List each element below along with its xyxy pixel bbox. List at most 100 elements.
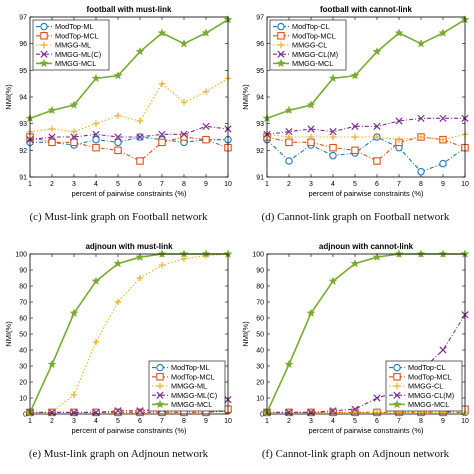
chart-0-legend: ModTop-MLModTop-MCLMMGG-MLMMGG-ML(C)MMGG… (32, 19, 110, 71)
chart-0-data-point (114, 112, 122, 119)
chart-2-series-line-2 (30, 253, 229, 413)
chart-panel-c: football with must-link 1 2 3 4 5 6 7 8 9 10 91 92 93… (0, 0, 237, 237)
chart-2-data-point (92, 338, 100, 346)
chart-1-y-tick-label: 94 (256, 95, 264, 102)
chart-2-y-tick-label: 20 (19, 380, 27, 387)
chart-0-data-point (114, 146, 122, 155)
chart-0-y-tick-label: 97 (19, 15, 27, 22)
caption-c-text: Must-link graph on Football network (44, 211, 208, 223)
chart-0-data-point (180, 130, 188, 138)
chart-2-title: adjnoun with must-link (85, 242, 173, 251)
chart-3-y-tick-label: 0 (260, 412, 264, 419)
chart-1-x-tick-label: 6 (375, 181, 379, 188)
caption-d-text: Cannot-link graph on Football network (277, 211, 450, 223)
chart-2-plot-frame (29, 253, 229, 415)
chart-1-data-point (439, 136, 447, 143)
chart-1-data-point (394, 28, 404, 37)
chart-0-legend-label: MMGG-ML (55, 41, 91, 50)
chart-0-data-point (114, 133, 122, 141)
chart-3-data-point (373, 394, 381, 402)
chart-0-data-point (70, 138, 78, 147)
caption-e-text: Must-link graph on Adjnoun network (43, 448, 209, 460)
chart-0-data-point (92, 130, 100, 138)
chart-1-data-point (439, 159, 447, 168)
chart-3-legend-label: MMGG-CL(M) (408, 391, 454, 400)
chart-3-legend: ModTop-CLModTop-MCLMMGG-CLMMGG-CL(M)MMGG… (385, 360, 463, 412)
chart-2-legend-marker (156, 373, 164, 381)
chart-3-x-tick-label: 3 (309, 418, 313, 425)
chart-3-y-axis-label: NMI(%) (241, 321, 250, 347)
chart-0-series-0 (26, 133, 232, 149)
chart-0-series-line-4 (29, 18, 229, 120)
chart-1-data-point (306, 100, 316, 109)
chart-2-x-tick-label: 2 (50, 418, 54, 425)
chart-2-x-tick-label: 9 (204, 418, 208, 425)
chart-1-y-tick-label: 93 (256, 121, 264, 128)
chart-2-y-tick-label: 70 (19, 300, 27, 307)
chart-1-y-tick-label: 97 (256, 15, 264, 22)
chart-2-legend-marker (156, 382, 164, 390)
chart-3-legend-marker (392, 399, 402, 409)
chart-3-data-point (373, 409, 381, 416)
chart-panel-f: adjnoun with cannot-link 1 2 3 4 5 6 7 8 9 10 0 10 20… (237, 237, 474, 474)
chart-2-x-tick-label: 10 (224, 418, 232, 425)
chart-3-data-point (329, 407, 337, 415)
chart-0-data-point (136, 157, 144, 165)
chart-0-x-tick-label: 9 (204, 181, 208, 188)
chart-0-data-point (92, 120, 100, 127)
chart-1-series-4 (262, 14, 470, 123)
chart-3-data-point (284, 359, 294, 369)
chart-1-series-line-1 (266, 136, 466, 162)
chart-0-series-line-0 (30, 136, 228, 146)
chart-0-data-point (114, 138, 122, 147)
chart-1-title: football with cannot-link (320, 5, 413, 14)
chart-1-data-point (285, 157, 293, 165)
chart-1-legend-marker (277, 22, 285, 31)
chart-0-data-point (202, 122, 210, 130)
chart-3-x-tick-label: 5 (353, 418, 357, 425)
chart-1-legend-label: MMGG-MCL (292, 59, 333, 68)
chart-2-data-point (47, 359, 57, 369)
chart-0-x-axis-label: percent of pairwise constraints (%) (71, 189, 187, 198)
chart-1-data-point (351, 133, 359, 141)
chart-1-x-tick-label: 4 (331, 181, 335, 188)
chart-0-legend-label: MMGG-ML(C) (55, 50, 101, 59)
chart-3-y-tick-label: 80 (256, 284, 264, 291)
chart-2-x-tick-label: 3 (72, 418, 76, 425)
chart-0-data-point (158, 138, 166, 147)
chart-0-y-tick-label: 91 (19, 175, 27, 182)
chart-0-data-point (202, 88, 210, 95)
chart-2-data-point (69, 308, 79, 318)
chart-1-x-tick-label: 5 (353, 181, 357, 188)
chart-1-legend-label: MMGG-CL (292, 41, 327, 50)
chart-2-y-tick-label: 80 (19, 284, 27, 291)
chart-0-title: football with must-link (87, 5, 172, 14)
chart-0-x-tick-label: 3 (72, 181, 76, 188)
chart-3-x-axis-label: percent of pairwise constraints (%) (308, 426, 424, 435)
chart-0-legend-marker (40, 50, 48, 58)
chart-0-x-tick-label: 6 (138, 181, 142, 188)
chart-3-data-point (351, 409, 359, 416)
chart-3-legend-marker (393, 391, 401, 399)
chart-1-y-tick-label: 92 (256, 148, 264, 155)
chart-c: football with must-link 1 2 3 4 5 6 7 8 9 10 91 92 93… (4, 5, 233, 198)
chart-3-y-tick-label: 40 (256, 348, 264, 355)
chart-2-data-point (136, 408, 144, 417)
chart-3-data-point (306, 308, 316, 318)
chart-2-x-tick-label: 7 (160, 418, 164, 425)
chart-1-legend-marker (277, 41, 285, 49)
chart-1-data-point (351, 122, 359, 130)
chart-2-y-tick-label: 50 (19, 332, 27, 339)
chart-0-series-line-1 (29, 136, 229, 162)
caption-d: (d) Cannot-link graph on Football networ… (237, 211, 474, 223)
chart-0-data-point (113, 70, 123, 80)
chart-0-x-tick-label: 8 (182, 181, 186, 188)
chart-0-data-point (92, 143, 100, 152)
chart-1-x-tick-label: 2 (287, 181, 291, 188)
chart-1-x-tick-label: 1 (265, 181, 269, 188)
chart-0-data-point (70, 133, 78, 141)
chart-2-legend: ModTop-MLModTop-MCLMMGG-MLMMGG-ML(C)MMGG… (148, 360, 226, 412)
chart-1-legend-marker (277, 50, 285, 58)
chart-1-data-point (395, 136, 403, 143)
caption-f-label: (f) (261, 448, 273, 460)
